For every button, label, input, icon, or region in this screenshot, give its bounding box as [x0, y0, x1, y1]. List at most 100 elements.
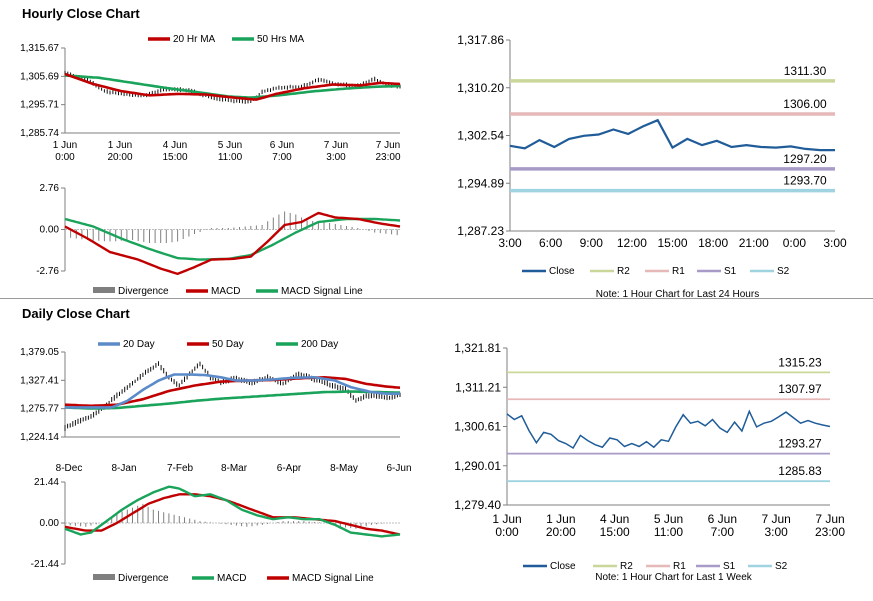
- y-tick-label: 1,321.81: [454, 341, 501, 355]
- x-tick-label: 18:00: [698, 236, 728, 250]
- legend-divergence-label: Divergence: [118, 286, 169, 297]
- x-tick-label: 8-Jan: [111, 463, 136, 474]
- hourly-pivot-chart: 1,317.86 1,310.20 1,302.54 1,294.89 1,287.23…: [457, 33, 847, 300]
- y-tick-label: 1,287.23: [457, 224, 504, 238]
- ma20-line: [65, 373, 400, 409]
- legend-50-day-label: 50 Day: [212, 339, 244, 350]
- legend-close-label: Close: [549, 266, 575, 277]
- legend-r2-label: R2: [620, 561, 633, 572]
- pivot-r2-label: 1315.23: [778, 355, 822, 369]
- x-tick-label: 8-Dec: [56, 463, 83, 474]
- legend-s1-label: S1: [724, 266, 737, 277]
- x-tick-label: 7:00: [272, 152, 292, 163]
- daily-macd-chart: 21.44 0.00 -21.44 Divergence MACD MACD Signal…: [31, 477, 401, 584]
- x-tick-label: 21:00: [739, 236, 769, 250]
- x-tick-label: 15:00: [657, 236, 687, 250]
- x-tick-label: 6-Apr: [277, 463, 302, 474]
- x-tick-label: 11:00: [218, 152, 243, 163]
- legend-divergence-label: Divergence: [118, 573, 169, 584]
- x-tick-label: 7 Jun: [324, 140, 348, 151]
- x-tick-label: 15:00: [600, 525, 630, 539]
- y-tick-label: 1,279.40: [454, 498, 501, 512]
- y-tick-label: 1,224.14: [20, 432, 59, 443]
- price-bars: [64, 361, 401, 431]
- x-tick-label: 7 Jun: [815, 512, 844, 526]
- x-tick-label: 1 Jun: [53, 140, 77, 151]
- y-tick-label: 1,275.77: [20, 404, 59, 415]
- pivot-s2-label: 1285.83: [778, 464, 822, 478]
- x-tick-label: 7 Jun: [761, 512, 790, 526]
- x-tick-label: 8-Mar: [221, 463, 248, 474]
- legend-20-day-label: 20 Day: [123, 339, 155, 350]
- y-tick-label: 1,290.01: [454, 459, 501, 473]
- x-tick-label: 0:00: [495, 525, 519, 539]
- x-tick-label: 3:00: [326, 152, 346, 163]
- y-tick-label: 1,300.61: [454, 420, 501, 434]
- y-tick-label: 1,311.21: [455, 380, 501, 394]
- divergence-histogram: [64, 211, 398, 243]
- legend-r1-label: R1: [673, 561, 686, 572]
- y-tick-label: 1,294.89: [457, 176, 504, 190]
- chart-note: Note: 1 Hour Chart for Last 24 Hours: [596, 289, 759, 300]
- y-tick-label: 21.44: [34, 477, 59, 488]
- daily-pivot-chart: 1,321.81 1,311.21 1,300.61 1,290.01 1,279.40…: [454, 341, 845, 583]
- legend-signal-label: MACD Signal Line: [281, 286, 363, 297]
- x-tick-label: 12:00: [617, 236, 647, 250]
- legend-s2-label: S2: [775, 561, 788, 572]
- x-tick-label: 1 Jun: [492, 512, 521, 526]
- y-tick-label: 1,302.54: [457, 129, 504, 143]
- x-tick-label: 15:00: [162, 152, 187, 163]
- hourly-close-chart-title: Hourly Close Chart: [22, 6, 140, 21]
- x-tick-label: 7:00: [711, 525, 735, 539]
- x-tick-label: 3:00: [823, 236, 847, 250]
- hourly-price-chart: 1,315.671,305.691,295.711,285.741 Jun0:0…: [20, 34, 401, 163]
- legend-close-label: Close: [550, 561, 576, 572]
- y-tick-label: 1,379.05: [20, 347, 59, 358]
- x-tick-label: 5 Jun: [218, 140, 242, 151]
- legend-signal-label: MACD Signal Line: [292, 573, 374, 584]
- x-tick-label: 23:00: [375, 152, 400, 163]
- x-tick-label: 11:00: [654, 525, 683, 539]
- legend-200-day-label: 200 Day: [301, 339, 338, 350]
- y-tick-label: 1,310.20: [457, 81, 504, 95]
- legend-50hr-ma-label: 50 Hrs MA: [257, 34, 305, 45]
- legend-r2-label: R2: [617, 266, 630, 277]
- legend-s2-label: S2: [777, 266, 790, 277]
- y-tick-label: 2.76: [40, 183, 60, 194]
- close-line: [506, 409, 831, 450]
- x-tick-label: 20:00: [546, 525, 576, 539]
- y-tick-label: 0.00: [40, 225, 60, 236]
- y-tick-label: 1,317.86: [457, 33, 504, 47]
- x-tick-label: 6 Jun: [270, 140, 294, 151]
- hourly-macd-chart: 2.76 0.00 -2.76 Divergence MACD MACD Signal L…: [36, 183, 401, 297]
- pivot-r1-label: 1307.97: [778, 382, 822, 396]
- y-tick-label: 1,315.67: [20, 43, 59, 54]
- x-tick-label: 1 Jun: [108, 140, 132, 151]
- x-tick-label: 23:00: [815, 525, 845, 539]
- x-tick-label: 3:00: [764, 525, 788, 539]
- y-tick-label: 0.00: [40, 518, 60, 529]
- macd-line: [64, 485, 401, 538]
- x-tick-label: 4 Jun: [163, 140, 187, 151]
- x-tick-label: 6:00: [539, 236, 563, 250]
- pivot-r1-label: 1306.00: [783, 97, 827, 111]
- pivot-s2-label: 1293.70: [783, 174, 827, 188]
- ma20-line: [64, 72, 401, 101]
- x-tick-label: 8-May: [330, 463, 358, 474]
- x-tick-label: 3:00: [498, 236, 522, 250]
- x-tick-label: 6-Jun: [386, 463, 411, 474]
- chart-note: Note: 1 Hour Chart for Last 1 Week: [595, 572, 753, 583]
- x-tick-label: 1 Jun: [546, 512, 575, 526]
- y-tick-label: 1,305.69: [20, 71, 59, 82]
- x-tick-label: 4 Jun: [600, 512, 629, 526]
- pivot-r2-label: 1311.30: [784, 64, 827, 78]
- x-tick-label: 5 Jun: [654, 512, 683, 526]
- y-tick-label: 1,327.41: [20, 375, 59, 386]
- x-tick-label: 0:00: [55, 152, 75, 163]
- x-tick-label: 20:00: [107, 152, 132, 163]
- x-tick-label: 7-Feb: [167, 463, 194, 474]
- close-line: [509, 118, 835, 152]
- pivot-s1-label: 1297.20: [783, 152, 827, 166]
- x-tick-label: 6 Jun: [708, 512, 737, 526]
- section-divider: [0, 298, 873, 299]
